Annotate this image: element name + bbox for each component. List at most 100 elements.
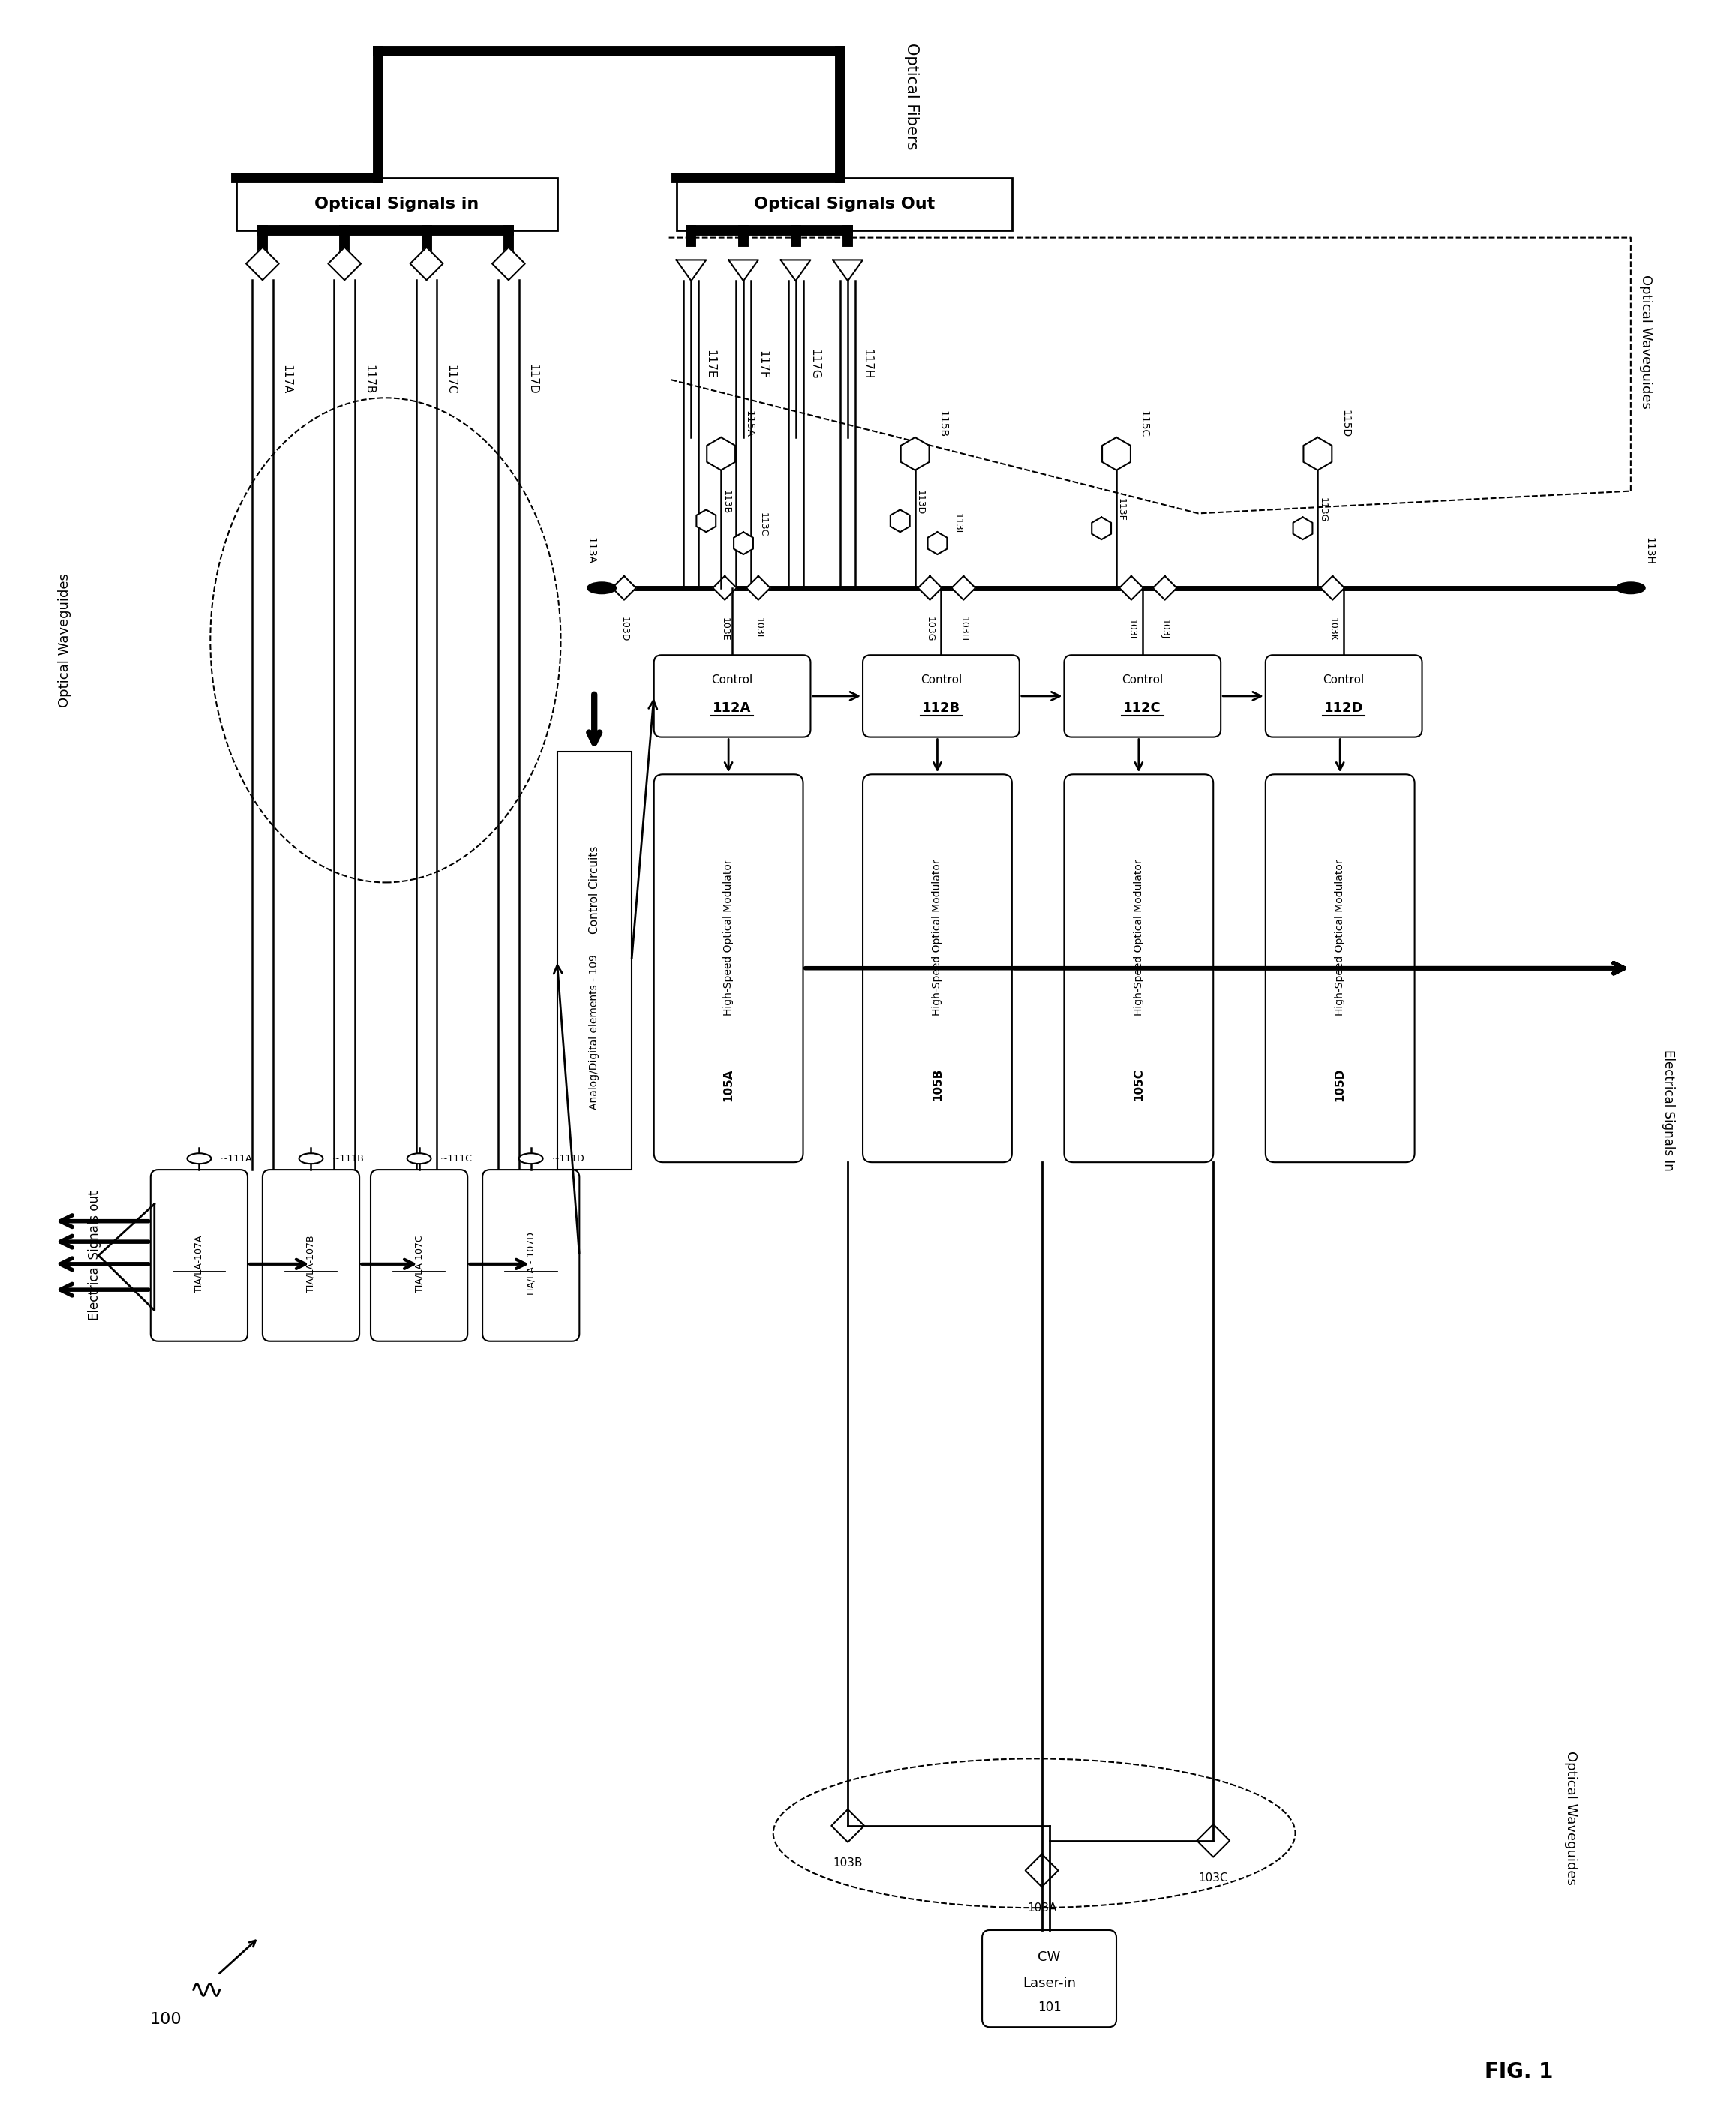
Polygon shape [734, 531, 753, 555]
Text: Optical Waveguides: Optical Waveguides [1639, 275, 1653, 409]
Text: 117D: 117D [528, 364, 538, 394]
Text: Optical Signals Out: Optical Signals Out [753, 197, 934, 212]
Text: 103B: 103B [833, 1857, 863, 1869]
FancyBboxPatch shape [151, 1169, 248, 1340]
Text: 112C: 112C [1123, 701, 1161, 716]
Text: FIG. 1: FIG. 1 [1484, 2062, 1554, 2083]
Text: ~111D: ~111D [552, 1154, 585, 1164]
Polygon shape [1321, 576, 1344, 599]
Bar [236, 178, 557, 231]
Text: 117F: 117F [757, 349, 767, 379]
Text: 117C: 117C [444, 364, 457, 394]
Text: 117A: 117A [281, 364, 292, 394]
Text: High-Speed Optical Modulator: High-Speed Optical Modulator [1134, 860, 1144, 1016]
Text: 103H: 103H [958, 616, 969, 641]
Polygon shape [951, 576, 976, 599]
Bar [677, 178, 1012, 231]
Polygon shape [1196, 1825, 1229, 1857]
Polygon shape [677, 260, 707, 282]
FancyBboxPatch shape [370, 1169, 467, 1340]
Polygon shape [1092, 517, 1111, 540]
Text: 105A: 105A [722, 1069, 734, 1101]
Text: 115B: 115B [937, 411, 948, 438]
Polygon shape [729, 260, 759, 282]
Polygon shape [713, 576, 736, 599]
Text: 115A: 115A [743, 411, 753, 438]
Ellipse shape [587, 582, 616, 593]
Text: 117H: 117H [861, 349, 873, 379]
Text: 103E: 103E [720, 618, 729, 641]
Text: 103C: 103C [1198, 1871, 1227, 1884]
Text: 105C: 105C [1134, 1069, 1144, 1101]
Text: Control: Control [1121, 673, 1163, 686]
Ellipse shape [1616, 582, 1646, 593]
FancyBboxPatch shape [1266, 775, 1415, 1162]
Ellipse shape [187, 1154, 212, 1164]
Text: Electrical Signals In: Electrical Signals In [1661, 1050, 1675, 1171]
Polygon shape [891, 510, 910, 531]
Text: 113A: 113A [585, 538, 595, 565]
Text: 117B: 117B [363, 364, 375, 394]
Text: High-Speed Optical Modulator: High-Speed Optical Modulator [932, 860, 943, 1016]
Text: 100: 100 [149, 2011, 182, 2028]
Polygon shape [927, 531, 948, 555]
Text: 113F: 113F [1116, 497, 1127, 521]
Text: Optical Waveguides: Optical Waveguides [1564, 1751, 1578, 1886]
FancyBboxPatch shape [1266, 654, 1422, 737]
Polygon shape [901, 438, 929, 470]
Text: Control: Control [920, 673, 962, 686]
Text: 113H: 113H [1644, 538, 1654, 565]
Text: 112D: 112D [1325, 701, 1363, 716]
Text: 101: 101 [1038, 2001, 1061, 2015]
Text: TIA/LA-107B: TIA/LA-107B [306, 1234, 316, 1293]
Text: TIA/LA - 107D: TIA/LA - 107D [526, 1232, 536, 1296]
Text: 103K: 103K [1328, 616, 1337, 641]
Text: Optical Waveguides: Optical Waveguides [57, 574, 71, 707]
Text: 115D: 115D [1340, 411, 1351, 438]
Text: Laser-in: Laser-in [1023, 1977, 1076, 1990]
Polygon shape [613, 576, 635, 599]
Text: 113G: 113G [1318, 497, 1328, 523]
Text: 103D: 103D [620, 616, 628, 641]
Text: TIA/LA-107C: TIA/LA-107C [415, 1234, 424, 1293]
Polygon shape [1120, 576, 1144, 599]
Ellipse shape [299, 1154, 323, 1164]
Text: 105D: 105D [1335, 1067, 1345, 1101]
Text: Optical Signals in: Optical Signals in [314, 197, 479, 212]
Text: 103A: 103A [1028, 1903, 1057, 1914]
Text: ~111C: ~111C [439, 1154, 472, 1164]
Polygon shape [1102, 438, 1130, 470]
Polygon shape [410, 248, 443, 279]
Polygon shape [1293, 517, 1312, 540]
Text: ~111B: ~111B [332, 1154, 365, 1164]
Text: 117G: 117G [809, 349, 821, 379]
Text: High-Speed Optical Modulator: High-Speed Optical Modulator [1335, 860, 1345, 1016]
Text: Electrical Signals out: Electrical Signals out [89, 1190, 101, 1321]
Text: 112B: 112B [922, 701, 960, 716]
FancyBboxPatch shape [654, 775, 804, 1162]
Polygon shape [328, 248, 361, 279]
Polygon shape [746, 576, 771, 599]
Ellipse shape [408, 1154, 431, 1164]
Polygon shape [833, 260, 863, 282]
FancyBboxPatch shape [262, 1169, 359, 1340]
Bar [557, 752, 632, 1169]
Text: 103F: 103F [753, 618, 764, 641]
Text: 113B: 113B [720, 491, 731, 514]
FancyBboxPatch shape [1064, 654, 1220, 737]
Text: High-Speed Optical Modulator: High-Speed Optical Modulator [724, 860, 734, 1016]
FancyBboxPatch shape [1064, 775, 1213, 1162]
FancyBboxPatch shape [483, 1169, 580, 1340]
Text: 103G: 103G [925, 616, 934, 641]
Polygon shape [1153, 576, 1177, 599]
Text: 115C: 115C [1139, 411, 1149, 438]
Polygon shape [1026, 1854, 1059, 1886]
Text: 113E: 113E [953, 512, 962, 536]
Polygon shape [247, 248, 279, 279]
Text: Control Circuits: Control Circuits [589, 847, 601, 934]
Text: 112A: 112A [713, 701, 752, 716]
Polygon shape [781, 260, 811, 282]
Polygon shape [493, 248, 524, 279]
Polygon shape [696, 510, 715, 531]
Text: 113D: 113D [915, 489, 925, 514]
